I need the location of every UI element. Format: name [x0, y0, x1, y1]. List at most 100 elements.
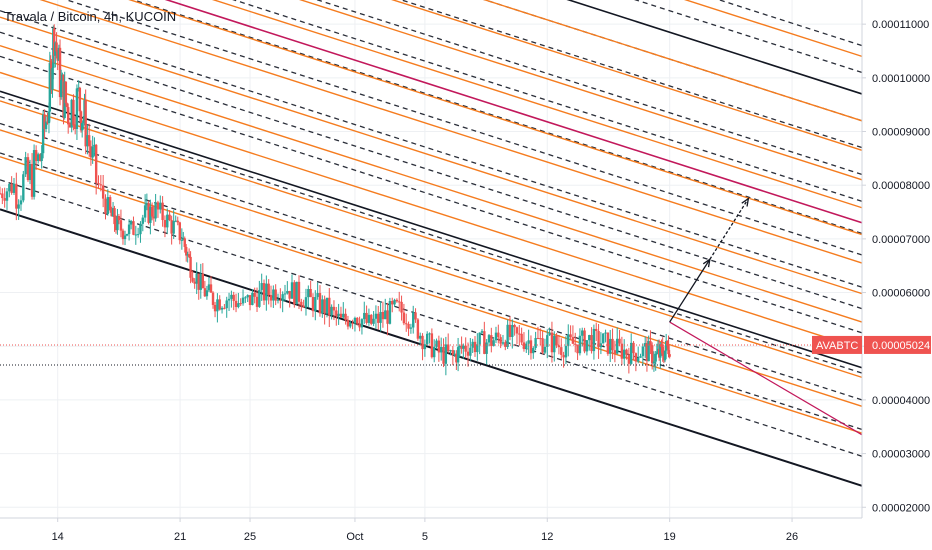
orange-channel-line-2	[0, 100, 863, 379]
candle-body-17	[36, 154, 40, 161]
candle-body-24	[47, 111, 51, 124]
candle-body-231	[469, 347, 472, 356]
candle-body-115	[203, 288, 207, 297]
candle-body-173	[337, 313, 340, 317]
candle-body-28	[51, 67, 54, 90]
candle-body-187	[370, 314, 373, 324]
candle-body-270	[560, 347, 563, 355]
candle-body-275	[571, 337, 575, 344]
candle-body-245	[501, 342, 505, 344]
candle-body-257	[529, 340, 533, 354]
candle-body-201	[402, 312, 406, 324]
candle-body-42	[66, 107, 70, 125]
candle-body-7	[15, 183, 18, 209]
candle-body-293	[613, 350, 617, 354]
candle-body-152	[288, 291, 291, 299]
candle-body-81	[136, 234, 140, 236]
orange-channel-line-12	[683, 0, 863, 58]
candle-body-280	[583, 330, 586, 352]
candle-body-255	[525, 343, 528, 350]
candle-body-70	[114, 224, 118, 231]
candle-body-316	[659, 344, 662, 358]
dashed-channel-line-10	[315, 0, 863, 176]
candle-body-158	[302, 305, 305, 308]
candle-body-199	[398, 301, 401, 303]
candle-body-299	[627, 354, 631, 364]
candle-body-58	[91, 146, 94, 158]
candle-body-164	[316, 293, 319, 298]
trend-channel-lines	[0, 0, 863, 487]
candle-body-0	[0, 193, 2, 195]
dashed-channel-line-6	[0, 10, 863, 288]
candle-body-130	[237, 303, 240, 308]
candle-body-222	[451, 350, 455, 356]
candle-body-305	[641, 346, 645, 357]
candle-body-290	[606, 332, 610, 354]
candle-body-60	[94, 144, 98, 183]
candle-body-311	[652, 361, 656, 364]
x-tick-label-0: 14	[52, 531, 64, 543]
candle-body-62	[99, 184, 103, 186]
candle-body-285	[595, 328, 598, 331]
candle-body-95	[166, 214, 169, 228]
candle-body-129	[234, 300, 238, 308]
candle-body-143	[267, 283, 270, 296]
candle-body-229	[464, 345, 467, 352]
x-tick-label-4: 5	[422, 531, 428, 543]
candle-body-246	[504, 342, 507, 347]
candle-body-258	[532, 347, 535, 354]
candle-body-267	[553, 335, 556, 353]
candle-body-90	[154, 202, 157, 219]
candle-body-303	[636, 357, 640, 362]
candle-body-107	[187, 254, 191, 257]
candle-body-108	[189, 256, 192, 278]
time-axis[interactable]: 14 21 25 Oct 5 12 19 26	[0, 517, 932, 550]
candle-body-273	[567, 334, 570, 346]
candle-body-190	[377, 313, 380, 323]
candle-body-131	[239, 303, 242, 305]
candle-body-263	[543, 346, 547, 353]
candle-body-183	[360, 319, 364, 328]
candle-body-20	[41, 114, 45, 154]
candle-body-127	[230, 294, 233, 299]
candle-body-168	[325, 297, 329, 314]
price-axis-background	[862, 0, 932, 550]
candle-body-55	[86, 135, 89, 147]
candle-body-295	[618, 338, 621, 344]
y-tick-label-9: 0.00002000	[872, 502, 930, 514]
candle-body-120	[213, 304, 217, 312]
candle-body-9	[19, 200, 23, 205]
candle-body-226	[458, 345, 462, 348]
x-tick-label-5: 12	[541, 531, 553, 543]
price-axis[interactable]: 0.00011000 0.00010000 0.00009000 0.00008000…	[812, 0, 932, 550]
candle-body-36	[59, 80, 63, 98]
candle-body-194	[386, 310, 389, 324]
candle-body-46	[73, 125, 77, 130]
candle-body-251	[515, 327, 519, 334]
candle-body-237	[483, 331, 486, 354]
candle-body-205	[412, 312, 415, 328]
candle-body-1	[1, 193, 4, 199]
dashed-channel-line-1	[0, 152, 863, 431]
candle-body-132	[241, 297, 245, 304]
candle-body-320	[663, 350, 667, 361]
projection-arrow-1	[669, 258, 711, 323]
candle-body-256	[527, 340, 530, 344]
candle-body-171	[332, 306, 336, 311]
y-tick-label-1: 0.00010000	[872, 73, 930, 85]
candle-body-269	[557, 345, 561, 348]
candle-body-203	[407, 323, 410, 329]
candle-body-56	[87, 135, 91, 147]
candle-body-318	[661, 347, 664, 356]
candle-body-85	[145, 203, 149, 206]
candle-body-23	[46, 121, 49, 124]
candle-body-72	[117, 216, 121, 221]
y-tick-label-4: 0.00007000	[872, 234, 930, 246]
candle-body-196	[391, 300, 394, 305]
dashed-channel-line-2	[0, 122, 863, 401]
candle-body-324	[668, 354, 671, 357]
candle-body-112	[197, 273, 200, 290]
candle-body-198	[395, 299, 399, 302]
candle-body-310	[650, 345, 654, 364]
